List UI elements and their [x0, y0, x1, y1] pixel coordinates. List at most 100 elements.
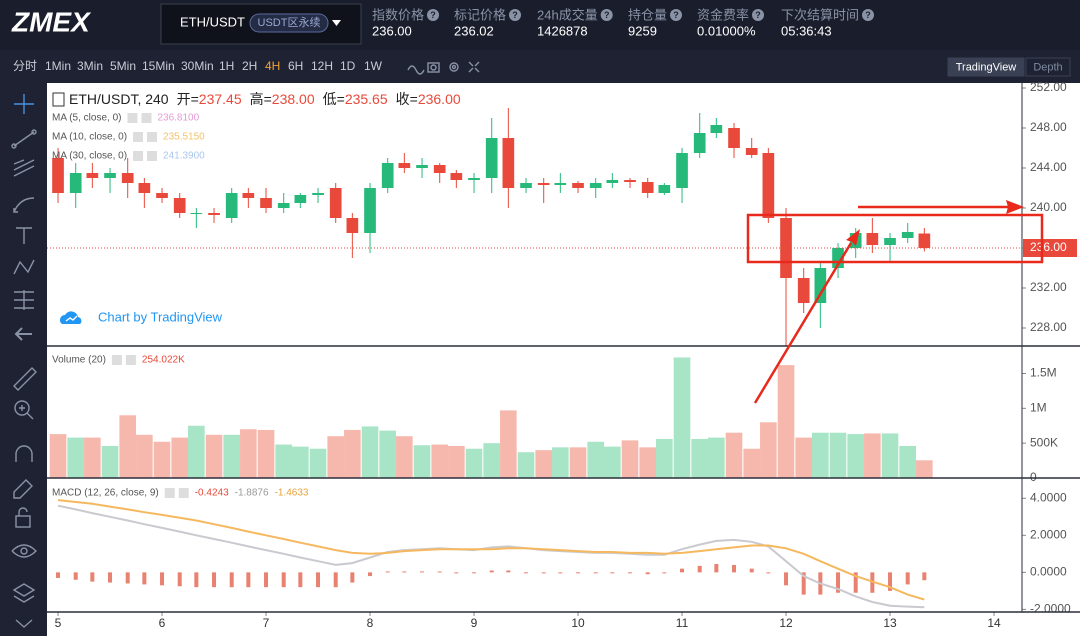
volume-bar: [67, 437, 85, 478]
indicator-close: [178, 488, 189, 498]
candle-body: [277, 203, 290, 208]
indicator-settings: [164, 488, 175, 498]
x-tick-label: 8: [367, 616, 374, 630]
help-mark: ?: [430, 10, 436, 20]
macd-histogram-bar: [246, 572, 251, 588]
help-icon: [862, 9, 875, 21]
interval-button[interactable]: 2H: [242, 59, 257, 73]
stat-label: 24h成交量: [537, 7, 598, 22]
volume-bar: [569, 447, 587, 478]
help-icon: [427, 9, 440, 21]
watermark-icon-mark: [65, 315, 78, 322]
volume-bar: [448, 445, 465, 478]
candle-body: [918, 233, 931, 248]
candle-body: [364, 188, 376, 233]
x-tick-label: 6: [159, 616, 166, 630]
volume-bar: [205, 434, 223, 478]
volume-bar: [257, 429, 275, 478]
candle-body: [52, 158, 64, 193]
volume-bar: [777, 365, 795, 478]
highlight-box: [746, 213, 1044, 264]
candle-body: [312, 193, 324, 195]
y-tick-label: 252.00: [1030, 80, 1067, 94]
stat-value: 05:36:43: [781, 23, 832, 38]
toolbar: [0, 50, 1080, 83]
volume-bar: [899, 445, 917, 478]
macd-histogram-bar: [593, 572, 598, 574]
y-tick-label: 0: [1030, 470, 1037, 484]
interval-button[interactable]: 1Min: [45, 59, 71, 73]
macd-histogram-bar: [541, 572, 546, 574]
volume-bar: [413, 445, 431, 478]
volume-bar: [171, 437, 189, 478]
candle-body: [745, 148, 758, 155]
candle-body: [156, 193, 168, 198]
interval-button[interactable]: 5Min: [110, 59, 136, 73]
interval-button[interactable]: 分时: [13, 59, 37, 73]
candle-body: [294, 195, 307, 203]
interval-button[interactable]: 6H: [288, 59, 303, 73]
candle-body: [606, 180, 619, 183]
volume-bar: [864, 433, 881, 478]
volume-bar: [691, 438, 709, 478]
indicator-close: [141, 113, 152, 123]
x-tick-label: 9: [471, 616, 478, 630]
macd-histogram-bar: [316, 572, 321, 588]
interval-button[interactable]: 3Min: [77, 59, 103, 73]
volume-bar: [223, 434, 241, 478]
pane-title: Volume (20): [52, 355, 106, 366]
y-tick-label: 4.0000: [1030, 490, 1067, 504]
x-tick-label: 5: [55, 616, 62, 630]
candle-body: [710, 125, 723, 133]
candle-body: [225, 193, 238, 218]
macd-histogram-bar: [402, 571, 407, 573]
interval-button[interactable]: 30Min: [181, 59, 214, 73]
volume-bar: [84, 437, 101, 478]
macd-histogram-bar: [420, 571, 425, 573]
view-label: TradingView: [956, 61, 1017, 73]
x-tick-label: 10: [571, 616, 585, 630]
macd-histogram-bar: [385, 571, 390, 573]
macd-histogram-bar: [298, 572, 303, 588]
macd-histogram-bar: [576, 572, 581, 574]
candle-body: [728, 128, 740, 148]
macd-histogram-bar: [56, 572, 61, 578]
help-mark: ?: [865, 10, 871, 20]
candle-body: [676, 153, 688, 188]
macd-histogram-bar: [454, 572, 459, 574]
stat-value: 236.00: [372, 23, 412, 38]
interval-button[interactable]: 4H: [265, 59, 280, 73]
y-tick-label: 244.00: [1030, 160, 1067, 174]
interval-button[interactable]: 1W: [364, 59, 383, 73]
macd-histogram-bar: [194, 572, 199, 588]
help-icon: [600, 9, 613, 21]
volume-bar: [708, 437, 725, 478]
interval-button[interactable]: 12H: [311, 59, 333, 73]
y-tick-label: 500K: [1030, 435, 1058, 449]
volume-bar: [275, 444, 293, 478]
view-button[interactable]: [1025, 57, 1071, 77]
interval-button[interactable]: 1H: [219, 59, 234, 73]
macd-histogram-bar: [714, 564, 719, 573]
candle-body: [520, 183, 532, 188]
stat-label: 资金费率: [697, 7, 749, 22]
macd-histogram-bar: [853, 572, 858, 593]
ohlc-label: 高=: [250, 91, 272, 107]
interval-button[interactable]: 1D: [340, 59, 356, 73]
x-tick-label: 12: [779, 616, 793, 630]
volume-bar: [847, 434, 865, 478]
macd-histogram-bar: [610, 572, 615, 574]
candle-body: [502, 138, 515, 188]
candle-body: [589, 183, 602, 188]
candle-body: [104, 173, 116, 178]
candle-body: [260, 198, 272, 208]
view-button[interactable]: [947, 57, 1025, 77]
macd-histogram-bar: [281, 572, 286, 588]
interval-button[interactable]: 15Min: [142, 59, 175, 73]
volume-bar: [656, 438, 673, 478]
macd-histogram-bar: [836, 572, 841, 593]
macd-histogram-bar: [922, 572, 927, 581]
volume-bar: [327, 436, 345, 478]
candle-body: [468, 178, 480, 180]
